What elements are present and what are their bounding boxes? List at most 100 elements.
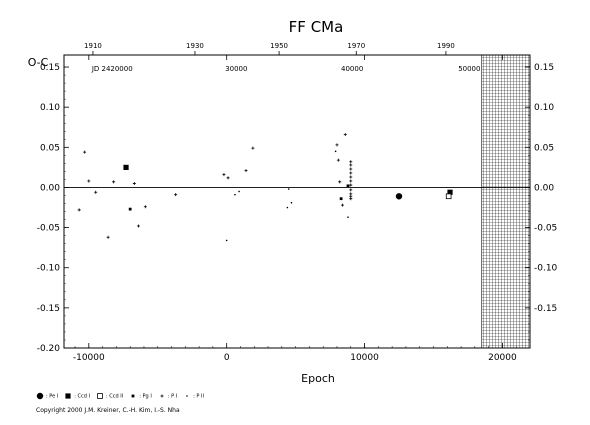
legend-entry: : Ccd I [64,392,90,400]
y-tick-label-right: 0.15 [534,63,554,73]
point-p-ii [286,206,289,209]
point-p-ii [347,216,349,218]
legend-symbol [97,393,103,399]
point-p-i [106,235,110,239]
year-tick-label: 1950 [270,42,288,50]
point-pg-i [128,207,132,211]
legend-entry: : P II [183,392,204,400]
legend-entry: : P I [158,392,177,400]
x-tick-label: 10000 [350,353,379,363]
point-pg-i [346,184,350,188]
x-tick-label: 20000 [488,353,517,363]
point-p-i [174,193,178,197]
point-p-i [143,205,147,209]
point-p-i [244,169,248,173]
legend-label: : Ccd II [106,393,124,400]
legend-label: : Pe I [46,393,59,400]
y-tick-label-left: -0.15 [37,304,60,314]
point-p-ii [334,150,337,153]
legend-marker [97,393,103,399]
legend-symbol [186,395,188,397]
point-p-i [83,150,87,154]
chart-title: FF CMa [289,18,344,36]
point-p-i [94,190,98,194]
point-p-i [77,208,81,212]
y-tick-label-right: -0.05 [534,224,557,234]
copyright-text: Copyright 2000 J.M. Kreiner, C.-H. Kim, … [36,407,180,414]
point-p-i [343,132,347,136]
point-p-i [338,180,342,184]
y-tick-label-right: 0.10 [534,103,554,113]
jd-label: 50000 [458,65,480,73]
legend-marker [160,394,164,398]
point-pg-i [339,197,343,201]
y-tick-label-left: 0.15 [40,63,60,73]
point-ccd-ii [445,193,452,200]
point-p-i [349,171,353,175]
legend-marker [186,395,188,397]
point-p-i [349,188,353,192]
legend-entry: : Pe I [36,392,58,400]
point-p-i [349,167,353,171]
legend-symbol [131,394,135,398]
plot-area: -10000 0 10000 20000 -0.20 -0.15 -0.10 -0.05 0.0… [37,42,558,363]
year-tick-label: 1910 [84,42,102,50]
jd-label: JD 2420000 [91,65,133,73]
legend-marker [36,392,44,400]
point-p-i [349,160,353,164]
legend-entry: : Ccd II [96,392,123,400]
legend-symbol [160,394,164,398]
legend: : Pe I : Ccd I : Ccd II : Pg I : P I : P II [36,392,210,400]
y-tick-label-right: -0.10 [534,264,558,274]
point-ccd-i [123,164,129,170]
point-p-i [349,163,353,167]
point-ccd-i [447,189,453,195]
point-p-ii [287,188,290,190]
point-p-i [87,179,91,183]
y-tick-label-right: -0.15 [534,304,557,314]
year-tick-label: 1930 [186,42,204,50]
plot-frame [63,54,531,349]
y-tick-label-left: -0.05 [37,224,60,234]
point-p-i [349,175,353,179]
point-p-i [112,180,116,184]
legend-marker [65,393,71,399]
x-tick-label: 0 [224,353,230,363]
y-tick-label-left: -0.20 [37,344,61,354]
legend-label: : P II [193,393,204,400]
year-tick-label: 1970 [347,42,365,50]
point-p-i [349,179,353,183]
point-p-i [349,197,353,201]
point-p-i [336,158,340,162]
year-tick-label: 1990 [437,42,455,50]
jd-label: 40000 [341,65,363,73]
legend-symbol [36,392,44,400]
point-p-i [340,203,344,207]
y-tick-label-right: 0.00 [534,183,554,193]
point-p-i [132,181,136,185]
legend-label: : Pg I [139,393,152,400]
legend-marker [131,394,135,398]
point-p-i [251,146,255,150]
x-axis-label: Epoch [301,372,335,385]
point-p-i [136,224,140,228]
point-pe-i [395,193,403,200]
hatched-region [481,54,531,349]
legend-entry: : Pg I [129,392,152,400]
point-p-i [349,183,353,187]
point-p-i [222,173,226,177]
y-tick-label-right: 0.05 [534,143,554,153]
legend-symbol [65,393,71,399]
point-p-ii [225,239,228,242]
legend-label: : P I [167,393,178,400]
y-tick-label-left: 0.05 [40,143,60,153]
y-tick-label-left: 0.10 [40,103,60,113]
legend-label: : Ccd I [74,393,91,400]
x-tick-label: -10000 [73,353,105,363]
point-p-ii [290,201,293,204]
y-tick-label-left: 0.00 [40,183,60,193]
point-p-ii [234,193,236,196]
point-p-i [335,143,339,147]
y-axis-label: O-C [28,56,49,69]
point-p-ii [238,190,240,193]
